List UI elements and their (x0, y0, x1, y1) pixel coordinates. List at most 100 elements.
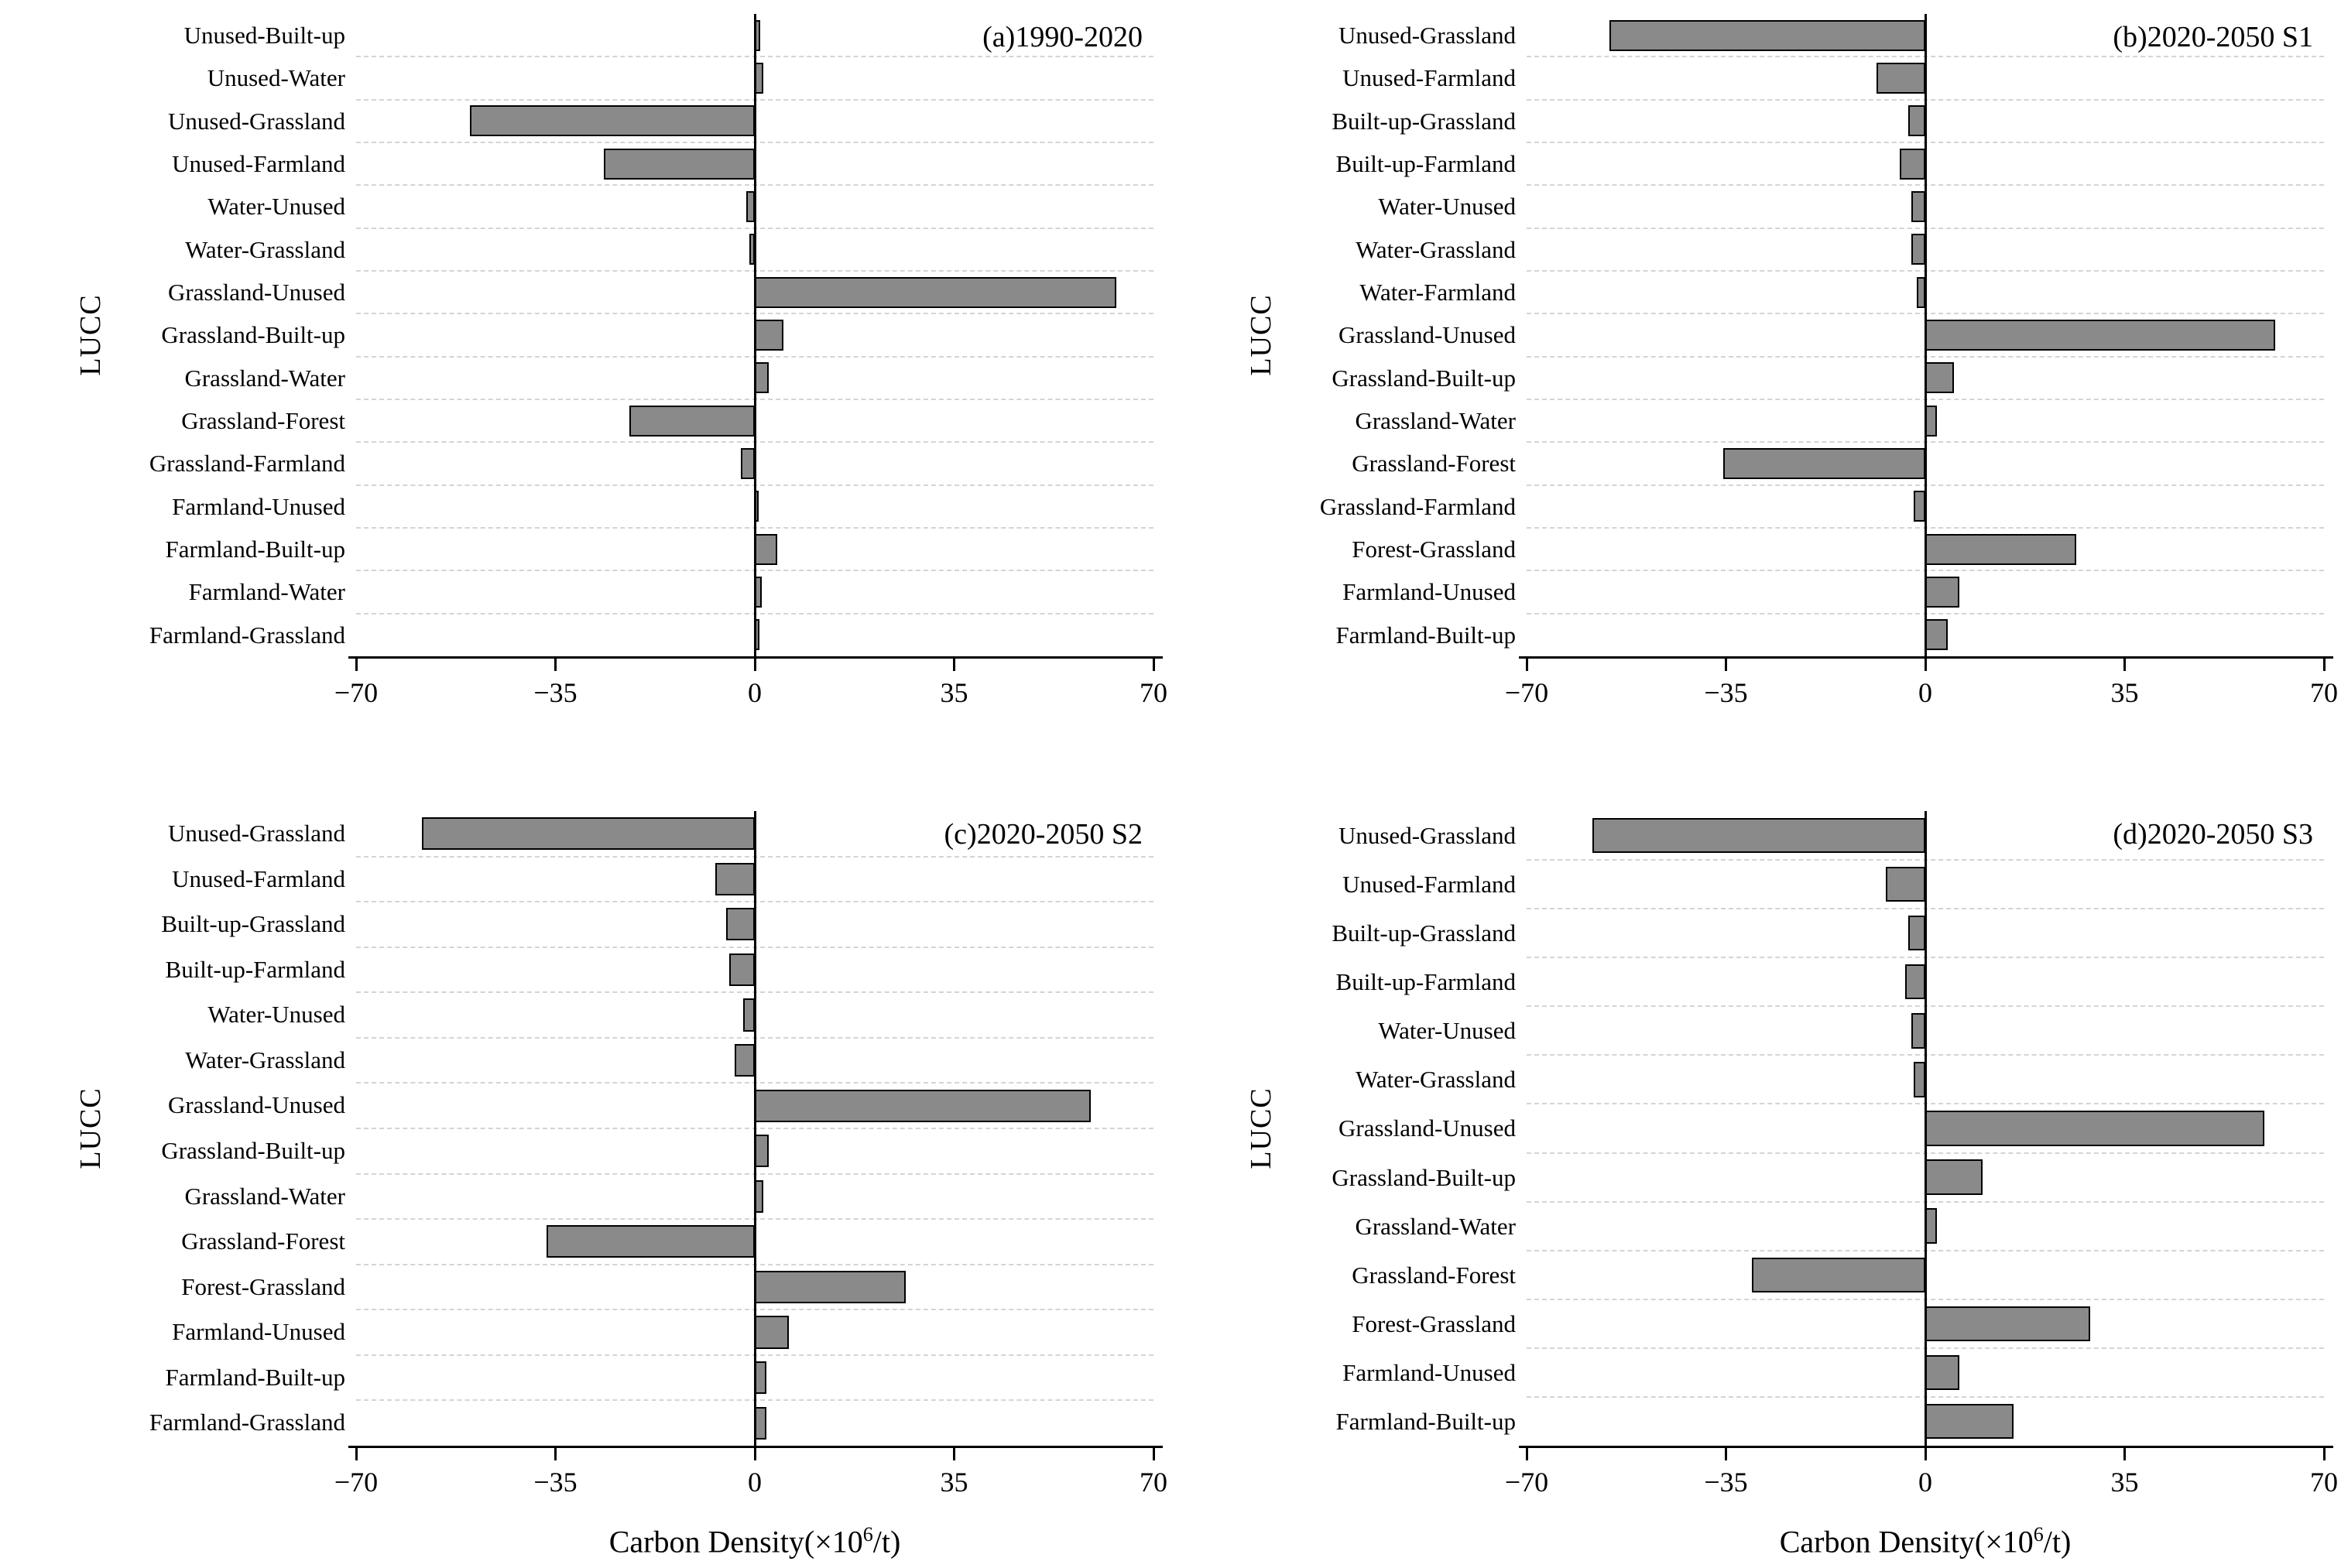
bar (1925, 362, 1954, 394)
category-label: Grassland-Water (1355, 407, 1516, 434)
category-label: Built-up-Farmland (1335, 150, 1516, 177)
category-label: Farmland-Built-up (165, 1363, 345, 1391)
bar (1925, 405, 1937, 437)
x-tick (1924, 659, 1927, 671)
x-tick-label: 0 (1918, 677, 1932, 708)
x-tick-label: −70 (1504, 677, 1549, 708)
category-label: Unused-Farmland (172, 150, 345, 177)
bar (629, 405, 755, 437)
category-label: Built-up-Farmland (165, 955, 345, 983)
bar (547, 1225, 755, 1258)
x-tick-label: 35 (2110, 677, 2139, 708)
bar (1885, 866, 1925, 902)
bar (1925, 1403, 2014, 1440)
bar (755, 1135, 769, 1168)
bar (755, 1089, 1092, 1122)
x-tick-label: −70 (1504, 1467, 1549, 1498)
bar (1911, 191, 1925, 222)
bar (726, 908, 755, 941)
x-tick-label: 0 (748, 1467, 762, 1498)
zero-baseline (753, 811, 756, 1446)
category-label: Grassland-Built-up (1332, 1163, 1516, 1191)
panel-title: (c)2020-2050 S2 (944, 818, 1143, 851)
bar (1905, 964, 1925, 1000)
category-label: Farmland-Built-up (165, 536, 345, 563)
category-label: Unused-Grassland (167, 107, 345, 135)
category-label: Farmland-Unused (1342, 578, 1516, 606)
category-label: Grassland-Forest (181, 1227, 345, 1255)
x-tick (1725, 659, 1727, 671)
category-label: Unused-Grassland (167, 820, 345, 847)
bar (604, 148, 755, 180)
bar (755, 1179, 764, 1213)
category-label: Water-Grassland (185, 235, 345, 263)
category-label: Farmland-Unused (1342, 1358, 1516, 1386)
category-label: Grassland-Built-up (1332, 364, 1516, 392)
bar (421, 817, 755, 851)
bar (755, 276, 1117, 308)
bar (470, 105, 755, 137)
bar (1592, 817, 1925, 854)
x-tick (1152, 659, 1155, 671)
plot-area (356, 811, 1153, 1446)
category-label: Grassland-Farmland (149, 450, 345, 478)
x-tick-label: 0 (1918, 1467, 1932, 1498)
category-label: Water-Grassland (1356, 235, 1516, 263)
panel-title: (d)2020-2050 S3 (2113, 818, 2313, 851)
category-label: Grassland-Forest (1352, 1261, 1516, 1289)
bar (740, 448, 755, 479)
x-tick (2322, 659, 2326, 671)
panel-d: LUCC Unused-Grassland Unused-Farmland Built… (1170, 784, 2341, 1568)
category-label: Water-Grassland (185, 1046, 345, 1073)
x-tick-label: −35 (533, 1467, 578, 1498)
category-label: Water-Grassland (1356, 1066, 1516, 1094)
zero-baseline (1924, 811, 1927, 1446)
x-tick (1725, 1448, 1727, 1460)
category-label: Grassland-Built-up (161, 321, 345, 349)
category-label: Grassland-Water (1355, 1212, 1516, 1240)
panel-b: LUCC Unused-Grassland Unused-Farmland Built… (1170, 0, 2341, 784)
bar (1925, 320, 2276, 351)
plot-area (1527, 811, 2324, 1446)
bar (1907, 915, 1925, 951)
x-tick-label: −35 (1704, 677, 1748, 708)
x-tick-label: 70 (1140, 1467, 1167, 1498)
x-tick (1152, 1448, 1155, 1460)
bar (755, 1316, 790, 1349)
x-tick (1525, 1448, 1528, 1460)
panel-title: (a)1990-2020 (982, 21, 1143, 53)
bar (755, 1361, 766, 1395)
x-tick (355, 1448, 358, 1460)
bar (1925, 533, 2076, 565)
category-label: Grassland-Farmland (1319, 492, 1516, 520)
category-label: Unused-Built-up (183, 22, 345, 49)
category-label: Grassland-Forest (1352, 450, 1516, 478)
bar (755, 1270, 906, 1304)
bar (1925, 1306, 2091, 1341)
bar (1925, 1208, 1937, 1244)
x-tick-label: 70 (2310, 677, 2338, 708)
x-tick-label: 70 (1140, 677, 1167, 708)
x-tick (2123, 659, 2126, 671)
category-label: Farmland-Unused (172, 492, 345, 520)
bar (755, 362, 769, 394)
category-label: Built-up-Grassland (1332, 919, 1516, 947)
zero-baseline (753, 14, 756, 656)
x-tick-label: 70 (2310, 1467, 2338, 1498)
x-tick-label: −35 (1704, 1467, 1748, 1498)
x-tick-label: 35 (2110, 1467, 2139, 1498)
bar (755, 1406, 766, 1440)
category-label: Built-up-Grassland (1332, 107, 1516, 135)
category-label: Unused-Water (207, 64, 345, 92)
x-tick-label: −70 (334, 677, 379, 708)
bar (1751, 1257, 1925, 1292)
bar (1911, 234, 1925, 265)
x-tick-label: −35 (533, 677, 578, 708)
bar (1925, 1354, 1960, 1391)
zero-baseline (1924, 14, 1927, 656)
bar (1877, 63, 1925, 94)
category-label: Built-up-Grassland (161, 910, 345, 938)
category-label: Forest-Grassland (1352, 536, 1516, 563)
bar (1925, 1159, 1983, 1195)
